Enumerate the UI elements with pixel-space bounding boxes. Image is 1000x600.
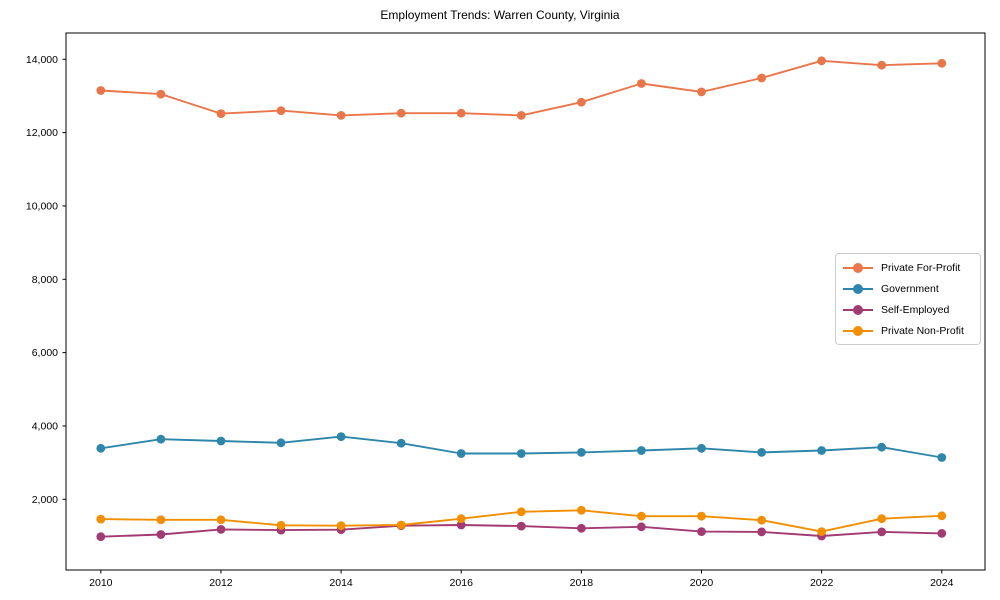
series-marker-government: [637, 446, 646, 455]
legend-item-private-for-profit: Private For-Profit: [843, 258, 973, 278]
y-tick-label: 6,000: [32, 347, 58, 359]
series-marker-private-non-profit: [697, 511, 706, 521]
legend-label: Private For-Profit: [881, 261, 961, 274]
x-tick-label: 2024: [930, 577, 954, 589]
y-tick-label: 4,000: [32, 420, 58, 432]
series-marker-government: [336, 432, 346, 441]
series-marker-government: [937, 453, 947, 462]
series-marker-private-for-profit: [817, 56, 826, 66]
legend-label: Self-Employed: [881, 303, 950, 316]
y-tick-label: 2,000: [32, 494, 58, 506]
series-marker-government: [216, 436, 226, 446]
legend-marker-private-non-profit: [843, 325, 873, 336]
x-tick-label: 2020: [690, 577, 714, 589]
series-marker-government: [156, 434, 166, 444]
series-marker-self-employed: [937, 529, 947, 538]
legend: Private For-Profit Government Self-Emplo…: [835, 253, 981, 345]
series-marker-self-employed: [757, 527, 766, 537]
series-marker-government: [577, 448, 586, 457]
legend-label: Private Non-Profit: [881, 324, 964, 337]
series-marker-government: [817, 446, 826, 455]
y-tick-label: 8,000: [32, 274, 58, 286]
series-marker-private-for-profit: [637, 79, 646, 88]
legend-item-self-employed: Self-Employed: [843, 300, 973, 320]
series-marker-private-non-profit: [336, 521, 346, 531]
legend-marker-private-for-profit: [843, 262, 873, 273]
series-marker-self-employed: [697, 527, 706, 536]
series-marker-private-non-profit: [637, 511, 646, 521]
series-marker-self-employed: [156, 530, 166, 539]
series-marker-self-employed: [637, 522, 646, 532]
series-marker-government: [697, 443, 706, 453]
y-tick-label: 10,000: [26, 200, 58, 212]
series-marker-private-non-profit: [817, 527, 826, 536]
legend-item-private-non-profit: Private Non-Profit: [843, 321, 973, 341]
series-marker-private-for-profit: [877, 60, 887, 70]
x-tick-label: 2010: [89, 577, 113, 589]
series-marker-private-non-profit: [516, 507, 526, 517]
series-marker-government: [516, 449, 526, 458]
y-tick-label: 14,000: [26, 54, 58, 66]
series-marker-government: [877, 442, 887, 452]
series-marker-private-for-profit: [757, 73, 766, 83]
series-marker-private-for-profit: [96, 86, 106, 95]
series-marker-private-for-profit: [577, 97, 586, 107]
series-marker-self-employed: [96, 532, 106, 542]
series-marker-private-non-profit: [216, 515, 226, 525]
series-marker-private-for-profit: [396, 108, 406, 118]
plot-frame: [65, 32, 986, 571]
series-marker-private-non-profit: [577, 505, 586, 515]
series-marker-private-for-profit: [336, 111, 346, 120]
series-marker-government: [456, 449, 466, 458]
series-marker-private-for-profit: [516, 111, 526, 120]
series-marker-private-non-profit: [757, 515, 766, 525]
series-line-private-for-profit: [99, 59, 943, 117]
series-marker-private-non-profit: [877, 514, 887, 524]
series-marker-government: [96, 443, 106, 453]
legend-label: Government: [881, 282, 939, 295]
series-marker-private-for-profit: [156, 89, 166, 99]
x-tick-label: 2016: [450, 577, 474, 589]
series-marker-private-for-profit: [276, 106, 286, 115]
series-marker-government: [396, 438, 406, 448]
legend-item-government: Government: [843, 279, 973, 299]
series-marker-private-non-profit: [156, 515, 166, 525]
series-marker-government: [757, 448, 766, 457]
x-tick-label: 2022: [810, 577, 834, 589]
series-marker-self-employed: [456, 520, 466, 530]
series-marker-private-for-profit: [937, 58, 947, 68]
series-marker-private-for-profit: [697, 87, 706, 97]
series-marker-self-employed: [216, 525, 226, 534]
series-marker-private-non-profit: [937, 511, 947, 521]
series-marker-government: [276, 438, 286, 448]
legend-marker-government: [843, 283, 873, 294]
series-marker-private-non-profit: [396, 520, 406, 530]
legend-marker-self-employed: [843, 304, 873, 315]
x-tick-label: 2018: [570, 577, 594, 589]
series-marker-private-for-profit: [456, 108, 466, 118]
series-marker-private-for-profit: [216, 109, 226, 118]
chart-title: Employment Trends: Warren County, Virgin…: [380, 8, 620, 22]
series-marker-private-non-profit: [456, 514, 466, 524]
x-tick-label: 2012: [209, 577, 233, 589]
series-marker-private-non-profit: [276, 520, 286, 530]
series-marker-self-employed: [877, 527, 887, 537]
series-marker-private-non-profit: [96, 514, 106, 524]
y-tick-label: 12,000: [26, 127, 58, 139]
x-tick-label: 2014: [329, 577, 353, 589]
series-marker-self-employed: [516, 521, 526, 531]
series-marker-self-employed: [577, 523, 586, 533]
